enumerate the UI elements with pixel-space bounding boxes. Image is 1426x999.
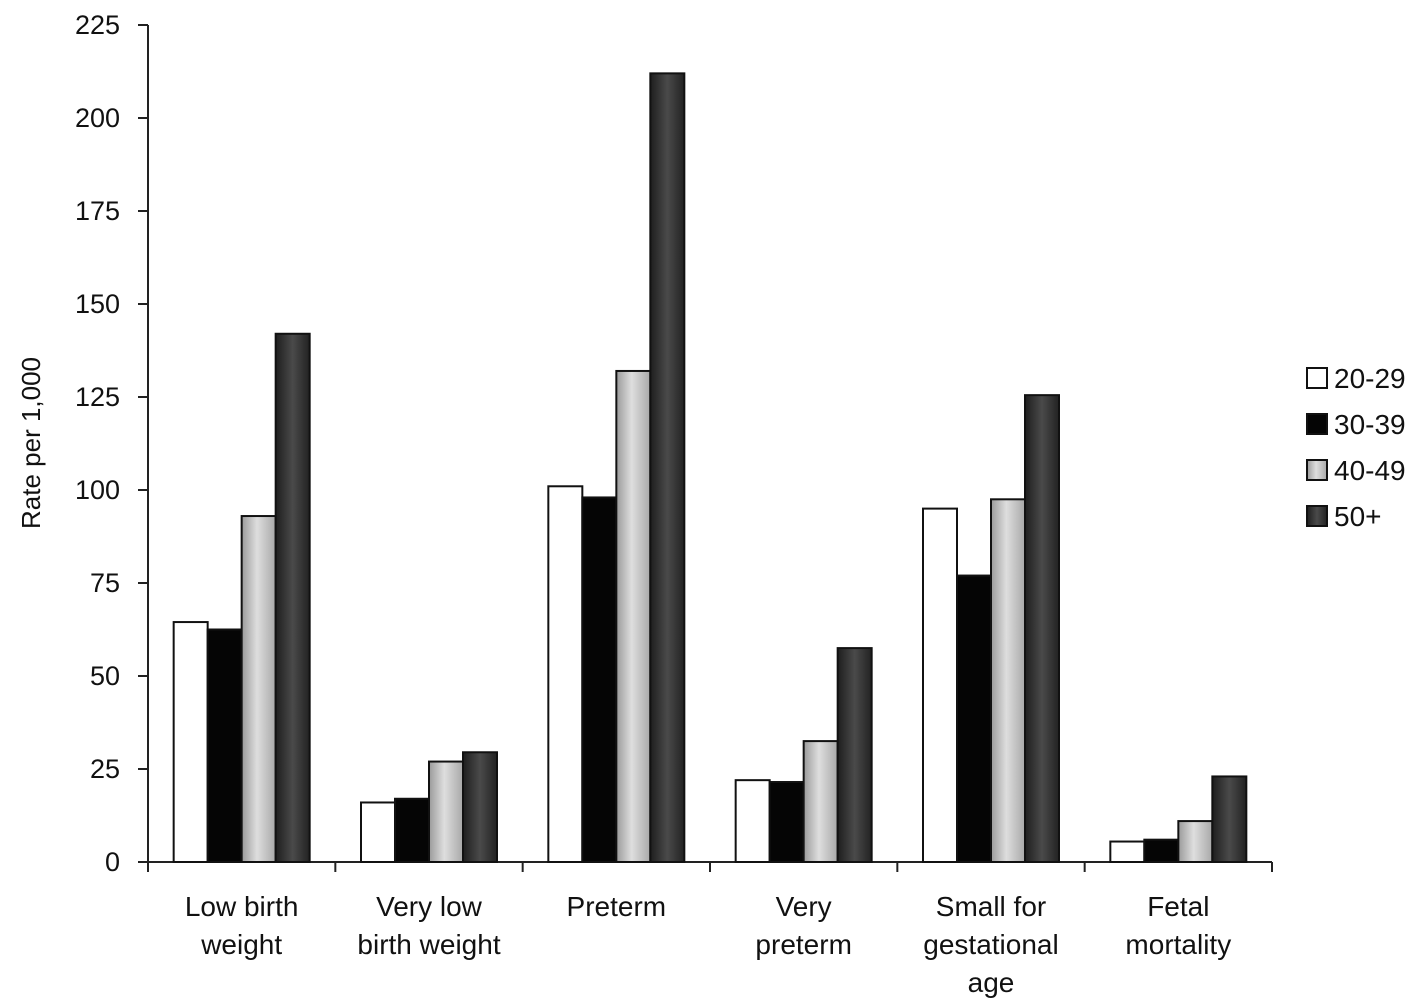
category-label: Very [776, 891, 832, 922]
bar-50+ [274, 332, 311, 863]
bar-30-39 [956, 574, 992, 863]
bar-50+ [1211, 775, 1248, 863]
bar-20-29 [172, 621, 209, 863]
legend: 20-29 30-39 40-49 50+ [1306, 363, 1406, 532]
category-labels: Low birth weight Very low birth weight Prete… [185, 891, 1231, 998]
category-label: Preterm [567, 891, 667, 922]
bar-50+ [462, 751, 498, 864]
category-label: birth weight [357, 929, 500, 960]
bar-30-39 [206, 628, 243, 863]
y-tick-label: 100 [75, 475, 120, 505]
bar-20-29 [922, 507, 958, 863]
bar-20-29 [547, 485, 584, 863]
category-label: Fetal [1147, 891, 1209, 922]
bar-40-49 [428, 760, 464, 863]
y-tick-label: 50 [90, 661, 120, 691]
bar-30-39 [581, 496, 618, 863]
x-axis-ticks [147, 862, 1273, 872]
category-label: preterm [755, 929, 851, 960]
y-tick-label: 200 [75, 103, 120, 133]
y-tick-label: 75 [90, 568, 120, 598]
bar-20-29 [1109, 840, 1146, 863]
bars-group [172, 72, 1248, 864]
legend-label: 20-29 [1334, 363, 1406, 394]
category-label: Small for [936, 891, 1046, 922]
category-label: Low birth [185, 891, 299, 922]
bar-50+ [649, 72, 686, 864]
y-tick-label: 25 [90, 754, 120, 784]
y-tick-label: 125 [75, 382, 120, 412]
legend-swatch-40-49 [1306, 459, 1328, 481]
category-label: Very low [376, 891, 483, 922]
y-tick-label: 225 [75, 10, 120, 40]
legend-label: 40-49 [1334, 455, 1406, 486]
bar-40-49 [615, 369, 652, 863]
y-tick-label: 150 [75, 289, 120, 319]
bar-50+ [1024, 394, 1060, 863]
legend-label: 30-39 [1334, 409, 1406, 440]
bar-30-39 [394, 797, 430, 864]
category-label: gestational [923, 929, 1058, 960]
y-tick-label: 175 [75, 196, 120, 226]
legend-swatch-50+ [1306, 505, 1328, 527]
bar-50+ [836, 647, 873, 863]
bar-30-39 [768, 781, 805, 864]
category-label: mortality [1125, 929, 1231, 960]
bar-40-49 [1177, 820, 1214, 864]
category-label: age [968, 967, 1015, 998]
bar-40-49 [802, 740, 839, 863]
bar-40-49 [990, 498, 1026, 863]
y-axis-label: Rate per 1,000 [16, 357, 46, 529]
bar-30-39 [1143, 838, 1180, 863]
bar-20-29 [734, 779, 771, 863]
y-tick-label: 0 [105, 847, 120, 877]
legend-label: 50+ [1334, 501, 1382, 532]
bar-20-29 [360, 801, 396, 863]
bar-40-49 [240, 515, 277, 863]
legend-swatch-30-39 [1306, 413, 1328, 435]
y-axis-ticks: 0 25 50 75 100 125 150 175 200 225 [75, 10, 148, 877]
category-label: weight [200, 929, 282, 960]
legend-swatch-20-29 [1306, 367, 1328, 389]
